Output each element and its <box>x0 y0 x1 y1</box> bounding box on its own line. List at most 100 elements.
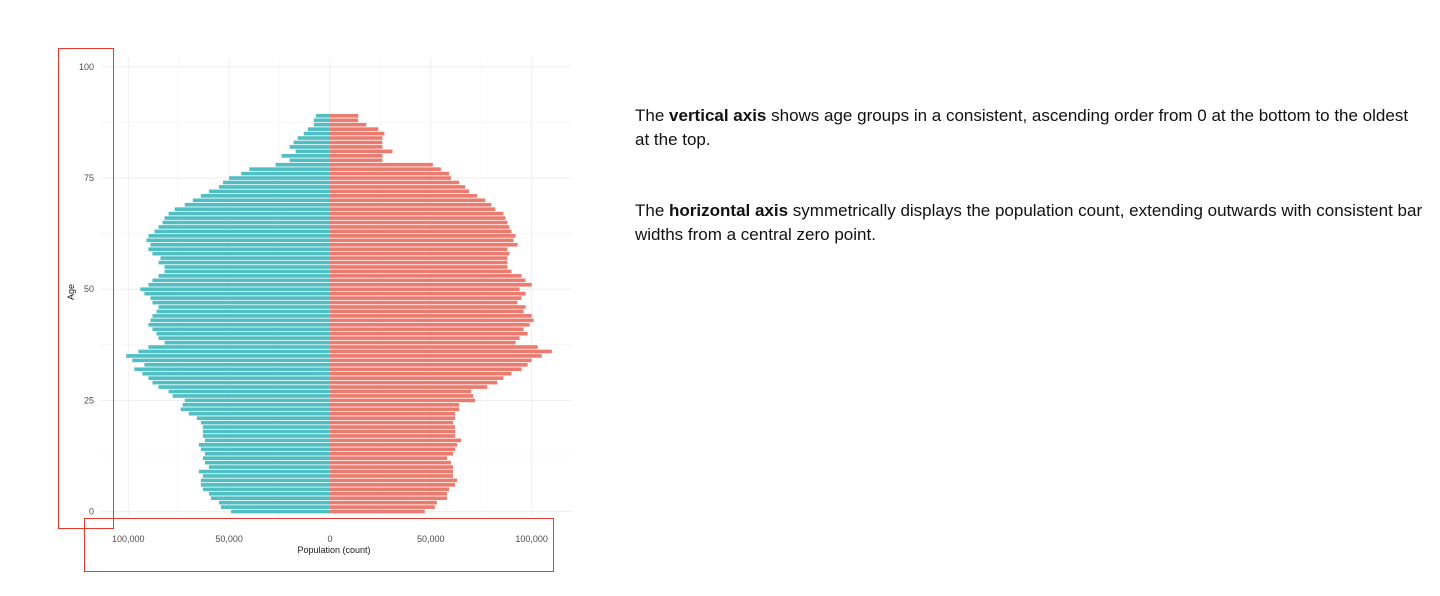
left-bar-age-80 <box>281 154 330 158</box>
desc-text: The <box>635 201 670 220</box>
left-bar-age-83 <box>293 140 330 145</box>
desc-text: symmetrically displays the population co… <box>635 201 1423 244</box>
left-bar-age-87 <box>313 122 330 127</box>
left-bar-age-15 <box>198 443 330 447</box>
right-bar-age-21 <box>329 416 456 420</box>
left-bar-age-85 <box>303 131 330 136</box>
left-bar-age-4 <box>208 491 330 496</box>
left-bar-age-2 <box>219 500 330 505</box>
left-bar-age-22 <box>188 411 330 416</box>
left-bar-age-43 <box>150 318 330 323</box>
right-bar-age-86 <box>329 127 379 131</box>
right-bar-age-31 <box>329 371 512 376</box>
left-bar-age-17 <box>202 434 330 438</box>
left-bar-age-69 <box>184 202 330 207</box>
right-bar-age-80 <box>329 154 383 158</box>
right-bar-age-40 <box>329 331 528 336</box>
left-bar-age-36 <box>138 349 330 354</box>
right-bar-age-27 <box>329 389 472 394</box>
x-tick-label: 50,000 <box>417 534 445 544</box>
right-bar-age-1 <box>329 505 435 509</box>
left-bar-age-49 <box>144 291 330 296</box>
left-bar-age-26 <box>172 394 330 398</box>
left-bar-age-32 <box>134 367 330 372</box>
right-bar-age-72 <box>329 189 470 194</box>
left-bar-age-35 <box>126 354 330 358</box>
left-bar-age-11 <box>204 460 330 465</box>
left-bar-age-8 <box>202 474 330 478</box>
left-bar-age-73 <box>219 185 330 189</box>
horizontal-axis-description: The horizontal axis symmetrically displa… <box>635 199 1425 247</box>
left-bar-age-47 <box>152 300 330 305</box>
left-bar-age-25 <box>184 398 330 403</box>
left-bar-age-70 <box>192 198 330 203</box>
right-bar-age-60 <box>329 242 518 247</box>
right-bar-age-4 <box>329 491 447 496</box>
right-bar-age-5 <box>329 487 449 492</box>
left-bar-age-71 <box>200 194 330 198</box>
right-bar-age-51 <box>329 282 532 287</box>
right-bar-age-49 <box>329 291 526 296</box>
gridlines <box>100 58 572 516</box>
right-bar-age-44 <box>329 314 532 318</box>
right-bar-age-28 <box>329 385 488 389</box>
right-bar-age-7 <box>329 478 458 483</box>
right-bar-age-13 <box>329 451 453 456</box>
right-bar-age-26 <box>329 394 474 398</box>
right-bar-age-12 <box>329 456 447 461</box>
right-bar-age-36 <box>329 349 552 354</box>
desc-text: shows age groups in a consistent, ascend… <box>635 106 1409 149</box>
right-bar-age-18 <box>329 429 456 434</box>
left-bar-age-45 <box>156 309 330 314</box>
right-bar-age-42 <box>329 322 530 327</box>
y-tick-label: 50 <box>84 284 94 294</box>
right-bar-age-14 <box>329 447 456 452</box>
right-bar-age-65 <box>329 220 508 225</box>
left-bar-age-62 <box>148 234 330 238</box>
right-bar-age-59 <box>329 247 508 252</box>
right-bar-age-63 <box>329 229 512 234</box>
right-bar-age-8 <box>329 474 453 478</box>
tick-labels: 100,000 50,000 0 50,000 100,000 0 25 50 75 100 <box>79 62 548 544</box>
left-bar-age-7 <box>200 478 330 483</box>
right-bar-age-25 <box>329 398 476 403</box>
left-bar-age-10 <box>208 465 330 469</box>
desc-emphasis: vertical axis <box>669 106 767 125</box>
right-bar-age-47 <box>329 300 518 305</box>
left-bar-age-27 <box>168 389 330 394</box>
left-bar-age-29 <box>152 380 330 385</box>
right-bar-age-57 <box>329 256 508 260</box>
left-bar-age-14 <box>200 447 330 452</box>
y-axis-title: Age <box>66 284 76 300</box>
x-tick-label: 0 <box>327 534 332 544</box>
y-axis-highlight-box <box>58 48 114 529</box>
left-bar-age-68 <box>174 207 330 212</box>
right-bar-age-54 <box>329 269 512 274</box>
left-bar-age-3 <box>210 496 330 501</box>
right-bar-age-43 <box>329 318 534 323</box>
bars <box>126 113 552 514</box>
left-bar-age-67 <box>168 211 330 216</box>
left-bar-age-50 <box>140 287 330 292</box>
right-bar-age-50 <box>329 287 520 292</box>
left-bar-age-74 <box>223 180 330 185</box>
left-bar-age-77 <box>249 167 330 171</box>
right-bar-age-38 <box>329 340 516 345</box>
left-bar-age-86 <box>307 127 330 131</box>
right-bar-age-39 <box>329 336 520 340</box>
right-bar-age-71 <box>329 194 478 198</box>
right-bar-age-20 <box>329 420 453 425</box>
left-bar-age-48 <box>150 296 330 300</box>
right-bar-age-53 <box>329 274 522 278</box>
right-bar-age-48 <box>329 296 522 300</box>
right-bar-age-85 <box>329 131 385 136</box>
right-bar-age-9 <box>329 469 453 474</box>
right-bar-age-81 <box>329 149 393 154</box>
left-bar-age-40 <box>156 331 330 336</box>
right-bar-age-83 <box>329 140 383 145</box>
left-bar-age-24 <box>182 403 330 407</box>
x-axis-title: Population (count) <box>297 545 370 555</box>
left-bar-age-38 <box>164 340 330 345</box>
right-bar-age-17 <box>329 434 456 438</box>
right-bar-age-16 <box>329 438 462 443</box>
